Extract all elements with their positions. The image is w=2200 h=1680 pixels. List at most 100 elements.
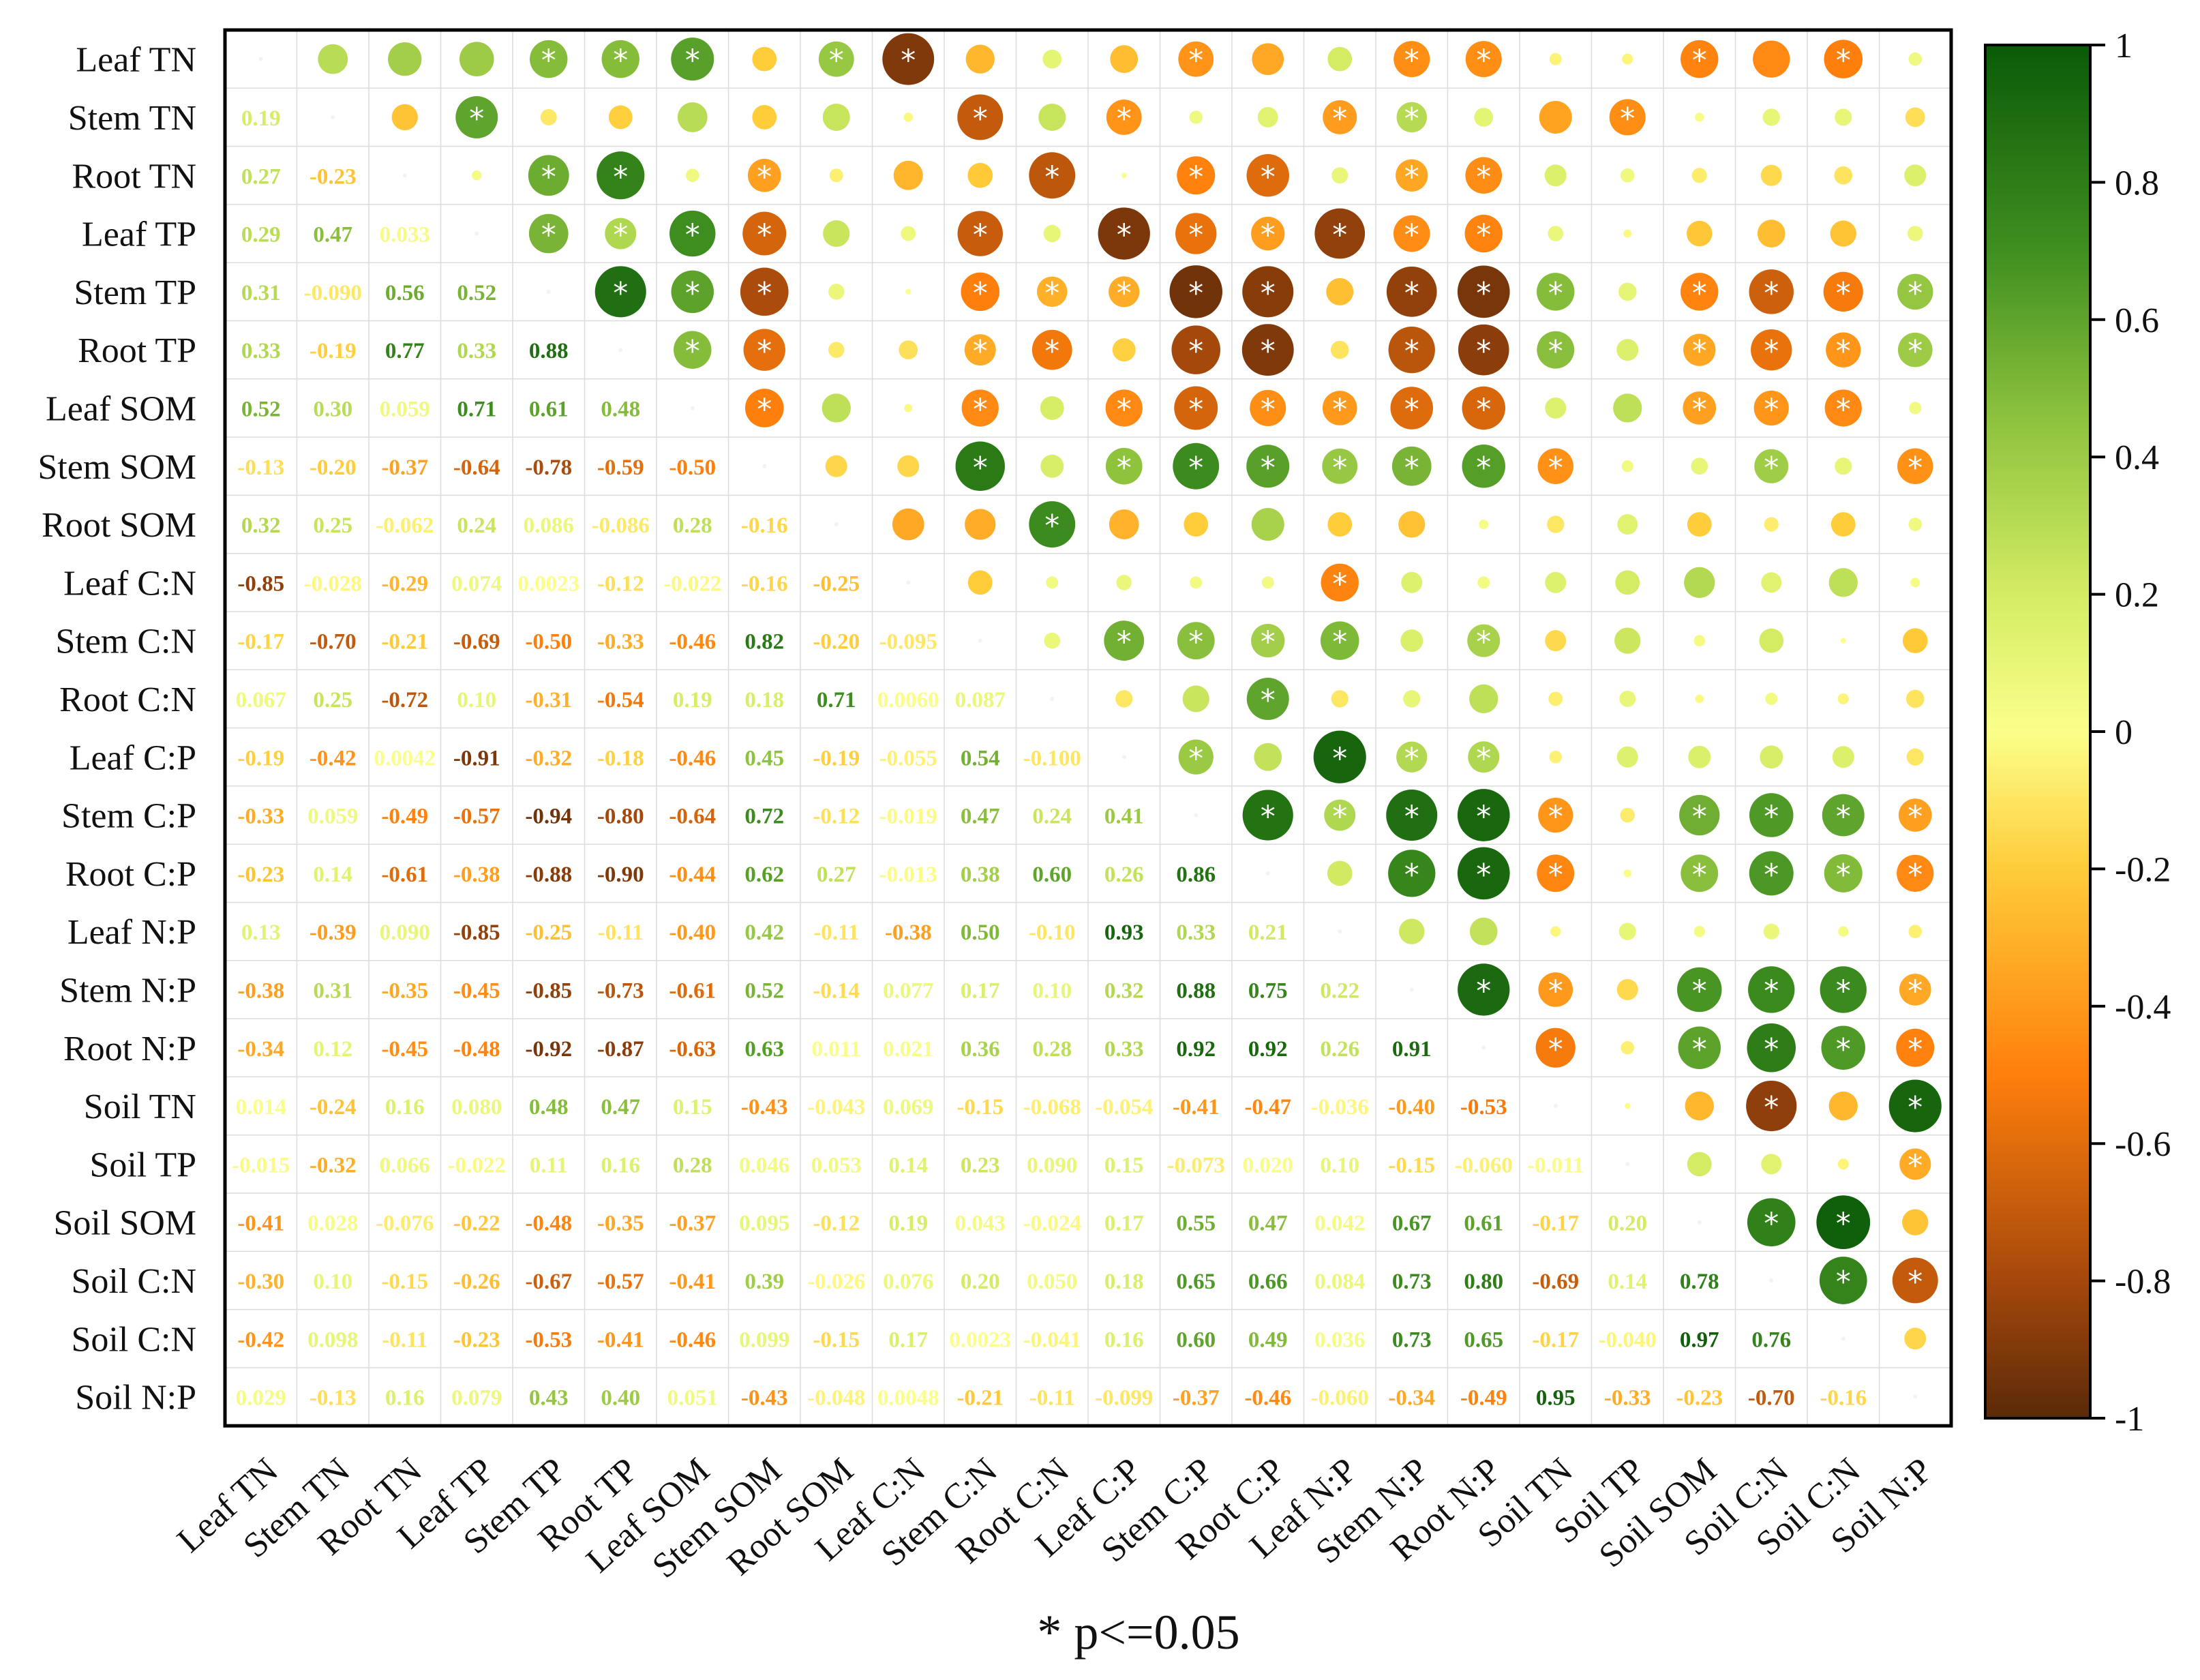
significance-star: * [1908,334,1923,369]
corr-circle [669,210,716,257]
coef-label: 0.75 [1248,978,1288,1003]
corr-circle [1683,391,1717,425]
colorbar-tick-label: -0.2 [2115,850,2171,889]
significance-star: * [1044,276,1059,311]
coef-label: -0.11 [813,920,859,945]
corr-circle [1322,448,1358,484]
corr-circle [1548,226,1564,241]
coef-label: -0.45 [453,978,500,1003]
significance-star: * [685,218,700,253]
significance-star: * [1908,276,1923,311]
coef-label: 0.60 [1032,862,1072,887]
significance-star: * [1692,334,1707,369]
coef-label: 0.077 [883,978,933,1003]
significance-star: * [901,44,916,78]
coef-label: -0.78 [525,455,572,480]
coef-label: 0.92 [1176,1037,1216,1062]
corr-circle [1613,393,1642,423]
corr-circle [608,105,633,130]
coef-label: 0.82 [744,630,784,655]
diagonal-dot [1841,1336,1845,1341]
corr-circle [1904,1328,1927,1350]
coef-label: -0.062 [376,513,434,538]
corr-circle [1462,386,1505,430]
coef-label: 0.73 [1392,1328,1432,1352]
coef-label: -0.15 [956,1095,1004,1120]
corr-circle [1458,963,1510,1016]
coef-label: -0.25 [525,920,572,945]
corr-circle [1749,793,1794,837]
coef-label: -0.024 [1023,1212,1081,1236]
significance-star: * [613,276,628,311]
matrix-frame [223,28,1953,1428]
significance-star: * [1476,276,1491,311]
corr-circle [1609,99,1646,136]
colorbar-gradient [1984,44,2092,1420]
corr-circle [1550,926,1561,937]
significance-star: * [757,334,772,369]
coef-label: -0.31 [525,688,572,712]
coef-label: 0.14 [1608,1270,1647,1294]
corr-circle [1899,974,1931,1006]
corr-circle [1904,164,1927,187]
corr-circle [1830,512,1856,537]
corr-circle [1765,693,1778,705]
coef-label: 0.16 [385,1095,425,1120]
corr-circle [1761,572,1782,593]
coef-label: 0.45 [744,746,784,770]
significance-star: * [1332,392,1347,427]
corr-circle [1547,515,1565,533]
colorbar-tick-label: -1 [2115,1400,2144,1439]
significance-star: * [973,218,988,253]
corr-circle [1537,854,1575,892]
coef-label: -0.11 [382,1328,427,1352]
coef-label: -0.099 [1095,1386,1153,1411]
corr-circle [1042,49,1062,69]
significance-star: * [1908,800,1923,835]
coef-label: 0.099 [739,1328,789,1352]
corr-circle [471,170,482,181]
coef-label: -0.72 [381,688,428,712]
significance-star: * [1548,858,1563,892]
coef-label: 0.066 [380,1153,430,1178]
coef-label: -0.32 [525,746,572,770]
corr-circle [1896,1028,1935,1067]
coef-label: 0.028 [307,1212,358,1236]
significance-star: * [685,44,700,78]
corr-circle [1479,520,1489,529]
corr-circle [1112,338,1136,362]
corr-circle [1474,108,1494,127]
coef-label: 0.52 [744,978,784,1003]
coef-label: 0.24 [1032,805,1072,829]
corr-circle [1252,43,1284,75]
corr-circle [601,40,639,78]
corr-circle [1908,52,1923,66]
significance-star: * [757,218,772,253]
coef-label: 0.27 [817,862,856,887]
significance-star: * [1764,1207,1779,1242]
corr-circle [1538,972,1573,1007]
coef-label: 0.020 [1243,1153,1293,1178]
coef-label: 0.55 [1176,1212,1216,1236]
corr-circle [1251,623,1285,658]
coef-label: 0.88 [529,339,569,363]
corr-circle [957,94,1004,140]
corr-circle [1908,226,1923,241]
coef-label: 0.47 [1248,1212,1288,1236]
coef-label: 0.33 [1104,1037,1144,1062]
coef-label: -0.35 [381,978,428,1003]
coef-label: -0.53 [1460,1095,1507,1120]
corr-circle [1620,168,1635,183]
corr-circle [1618,282,1637,301]
corr-circle [1840,638,1846,644]
coef-label: -0.100 [1023,746,1081,770]
corr-circle [1535,1028,1576,1068]
corr-circle [686,168,699,182]
y-label-soil-som: Soil SOM [53,1204,196,1243]
corr-circle [1678,1026,1721,1069]
corr-circle [1177,156,1216,195]
corr-circle [1824,389,1862,427]
coef-label: 0.31 [241,281,281,305]
corr-circle [1391,446,1432,486]
coef-label: -0.48 [525,1212,572,1236]
